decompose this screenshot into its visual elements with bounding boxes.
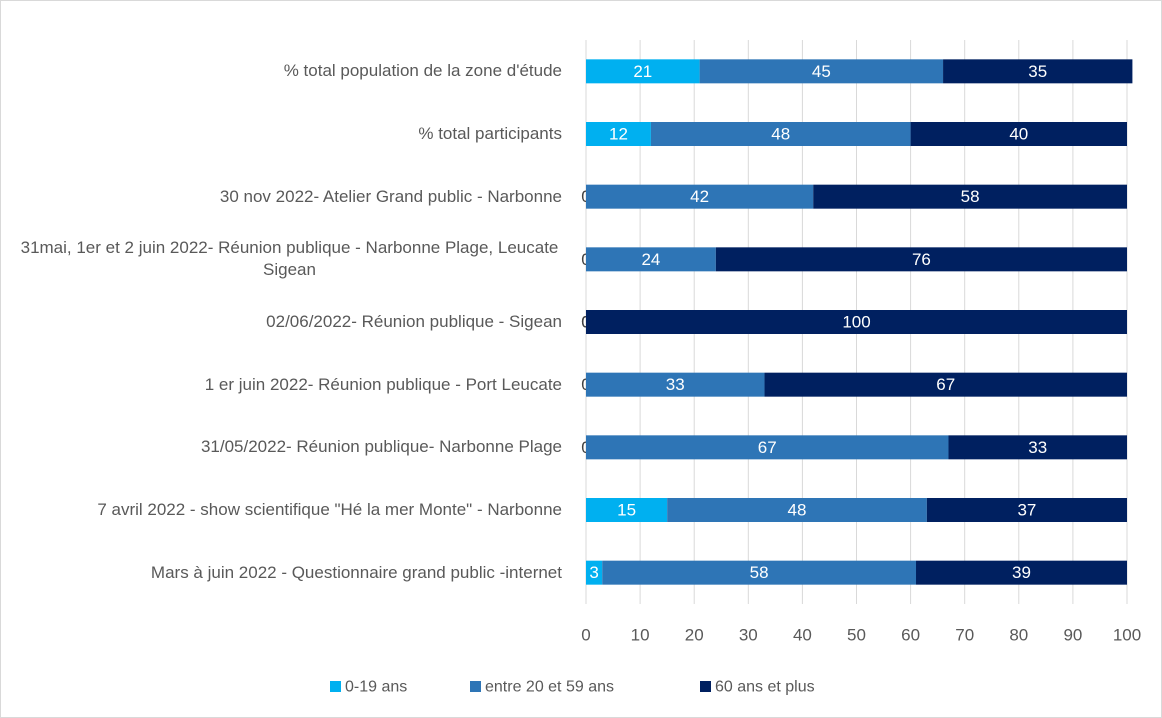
category-label: 30 nov 2022- Atelier Grand public - Narb…: [2, 186, 562, 208]
bar-segment: [715, 247, 1127, 272]
legend-swatch: [330, 681, 341, 692]
bar-segment: [650, 122, 911, 146]
bar-segment: [586, 560, 603, 585]
data-label: 76: [912, 250, 931, 269]
x-tick-label: 10: [631, 626, 650, 645]
bar-segment: [586, 498, 668, 522]
data-label: 35: [1028, 62, 1047, 81]
bar-segment: [943, 59, 1133, 84]
bar-segment: [699, 59, 944, 84]
legend-swatch: [700, 681, 711, 692]
data-label: 24: [641, 250, 660, 269]
category-label: 31mai, 1er et 2 juin 2022- Réunion publi…: [2, 237, 562, 281]
data-label: 33: [666, 375, 685, 394]
legend-label: 0-19 ans: [345, 679, 407, 696]
x-tick-label: 60: [901, 626, 920, 645]
data-label: 3: [589, 563, 598, 582]
data-label: 100: [842, 313, 870, 332]
bar-segment: [602, 560, 917, 585]
x-tick-label: 100: [1113, 626, 1141, 645]
x-tick-label: 80: [1009, 626, 1028, 645]
category-text: 1 er juin 2022- Réunion publique - Port …: [204, 374, 562, 394]
category-label: 1 er juin 2022- Réunion publique - Port …: [2, 374, 562, 396]
category-label: 7 avril 2022 - show scientifique "Hé la …: [2, 499, 562, 521]
data-label: 67: [936, 375, 955, 394]
bar-segment: [926, 498, 1127, 522]
bar-segment: [586, 310, 1127, 334]
bar-segment: [916, 560, 1127, 585]
x-tick-label: 0: [581, 626, 590, 645]
category-label: 31/05/2022- Réunion publique- Narbonne P…: [2, 436, 562, 458]
bar-segment: [586, 184, 814, 209]
bar-segment: [586, 435, 949, 460]
category-text: % total participants: [418, 124, 562, 143]
data-label: 48: [788, 501, 807, 520]
bar-segment: [948, 435, 1127, 460]
data-label: 67: [758, 438, 777, 457]
data-label: 42: [690, 187, 709, 206]
legend-label: 60 ans et plus: [715, 679, 815, 696]
bar-segment: [667, 498, 927, 522]
x-tick-label: 70: [955, 626, 974, 645]
category-text: 30 nov 2022- Atelier Grand public - Narb…: [219, 186, 562, 206]
data-label: 33: [1028, 438, 1047, 457]
bar-segment: [586, 59, 700, 84]
category-label: Mars à juin 2022 - Questionnaire grand p…: [2, 562, 562, 584]
category-text: % total population de la zone d'étude: [283, 61, 562, 81]
category-label: % total population de la zone d'étude: [2, 60, 562, 82]
data-label: 48: [771, 125, 790, 144]
data-label: 21: [633, 62, 652, 81]
x-tick-label: 20: [685, 626, 704, 645]
category-text: 31mai, 1er et 2 juin 2022- Réunion publi…: [20, 238, 559, 280]
x-tick-label: 90: [1063, 626, 1082, 645]
data-label: 12: [609, 125, 628, 144]
bar-segment: [910, 122, 1127, 146]
data-label: 40: [1009, 125, 1028, 144]
x-tick-label: 40: [793, 626, 812, 645]
bar-segment: [586, 372, 765, 397]
bar-segment: [764, 372, 1127, 397]
data-label: 58: [961, 187, 980, 206]
category-text: 7 avril 2022 - show scientifique "Hé la …: [97, 500, 562, 519]
category-text: Mars à juin 2022 - Questionnaire grand p…: [150, 562, 562, 582]
bar-segment: [586, 247, 716, 272]
x-tick-label: 30: [739, 626, 758, 645]
legend-swatch: [470, 681, 481, 692]
data-label: 45: [812, 62, 831, 81]
data-label: 58: [750, 563, 769, 582]
data-label: 37: [1017, 501, 1036, 520]
bar-segment: [586, 122, 651, 146]
legend-label: entre 20 et 59 ans: [485, 679, 614, 696]
data-label: 15: [617, 501, 636, 520]
data-label: 39: [1012, 563, 1031, 582]
bar-segment: [813, 184, 1127, 209]
category-text: 02/06/2022- Réunion publique - Sigean: [266, 312, 562, 331]
category-text: 31/05/2022- Réunion publique- Narbonne P…: [200, 437, 562, 457]
category-label: % total participants: [2, 123, 562, 145]
x-tick-label: 50: [847, 626, 866, 645]
category-label: 02/06/2022- Réunion publique - Sigean: [2, 311, 562, 333]
